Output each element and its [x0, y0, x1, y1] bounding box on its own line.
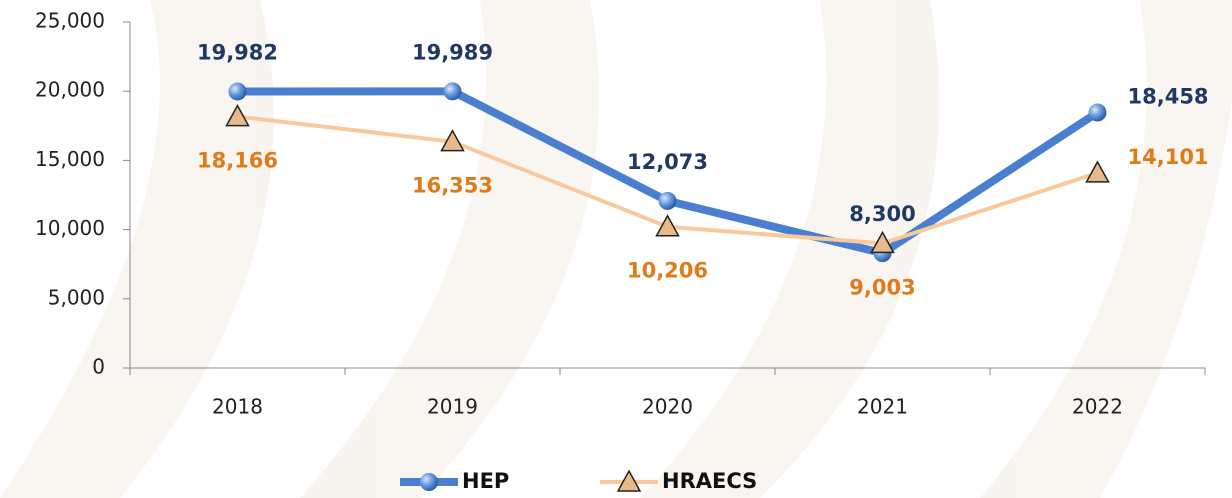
- marker: [229, 82, 247, 100]
- x-tick-label: 2021: [857, 395, 908, 419]
- x-tick-label: 2022: [1072, 395, 1123, 419]
- y-tick-label: 5,000: [48, 285, 105, 309]
- data-label: 18,458: [1128, 85, 1209, 109]
- data-label: 18,166: [197, 149, 278, 173]
- y-tick-label: 0: [92, 355, 105, 379]
- data-label: 12,073: [627, 150, 708, 174]
- data-label: 10,206: [627, 259, 708, 283]
- y-tick-label: 15,000: [35, 147, 105, 171]
- data-label: 16,353: [412, 174, 493, 198]
- marker: [1087, 162, 1109, 182]
- marker: [420, 473, 438, 491]
- x-tick-label: 2020: [642, 395, 693, 419]
- watermark: [0, 0, 1232, 498]
- chart: 0 5,000 10,000 15,000 20,000 25,000 2018 2019 20…: [0, 0, 1232, 498]
- y-tick-label: 20,000: [35, 78, 105, 102]
- y-tick-label: 10,000: [35, 216, 105, 240]
- data-label: 19,989: [412, 40, 493, 64]
- legend-label: HRAECS: [662, 469, 757, 493]
- data-label: 19,982: [197, 40, 278, 64]
- x-tick-label: 2018: [212, 395, 263, 419]
- data-label: 14,101: [1128, 145, 1209, 169]
- marker: [1089, 104, 1107, 122]
- data-label: 8,300: [849, 202, 915, 226]
- marker: [659, 192, 677, 210]
- marker: [444, 82, 462, 100]
- legend-label: HEP: [462, 469, 509, 493]
- data-label: 9,003: [849, 275, 915, 299]
- y-tick-label: 25,000: [35, 9, 105, 33]
- x-tick-label: 2019: [427, 395, 478, 419]
